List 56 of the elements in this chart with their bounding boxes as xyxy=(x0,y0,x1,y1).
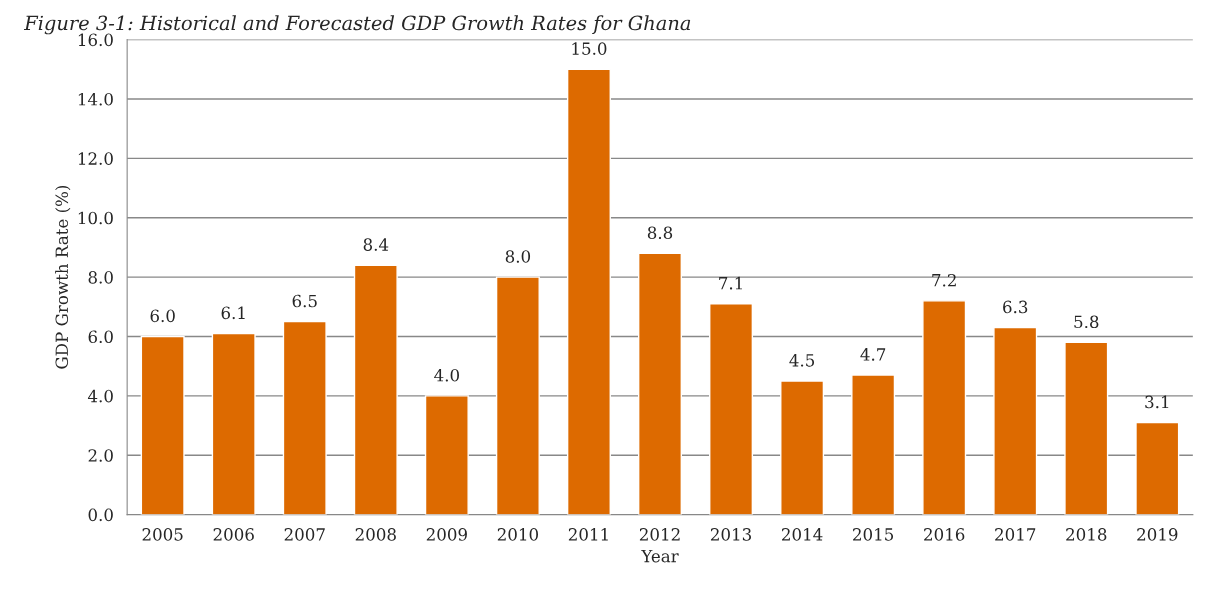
bar xyxy=(1135,421,1180,515)
data-label: 3.1 xyxy=(1145,395,1169,409)
x-tick-label: 2014 xyxy=(782,528,823,541)
bar xyxy=(211,332,256,515)
bar xyxy=(495,276,540,515)
x-axis-title: Year xyxy=(641,550,679,563)
bar xyxy=(282,320,327,515)
x-tick-label: 2008 xyxy=(355,528,396,541)
y-tick-label: 12.0 xyxy=(78,152,113,165)
bar xyxy=(922,300,967,515)
data-label: 4.7 xyxy=(860,348,886,361)
data-label: 15.0 xyxy=(572,42,607,55)
y-tick-label: 6.0 xyxy=(88,330,113,344)
data-label: 6.3 xyxy=(1003,300,1028,314)
data-label: 5.8 xyxy=(1074,315,1099,329)
data-label: 7.1 xyxy=(719,276,742,290)
data-label: 6.5 xyxy=(292,294,317,308)
bar xyxy=(709,303,754,515)
x-tick-label: 2009 xyxy=(426,528,467,541)
data-label: 8.8 xyxy=(647,226,673,239)
y-tick-label: 0.0 xyxy=(88,508,113,522)
bar xyxy=(140,335,185,515)
x-tick-label: 2005 xyxy=(142,528,183,541)
x-tick-label: 2012 xyxy=(639,528,680,541)
data-label: 7.2 xyxy=(932,273,956,287)
data-label: 4.5 xyxy=(789,354,815,367)
x-tick-label: 2011 xyxy=(568,528,608,541)
bar xyxy=(566,68,611,515)
y-tick-label: 4.0 xyxy=(87,389,113,403)
bar xyxy=(993,326,1038,515)
data-label: 4.0 xyxy=(434,368,460,382)
bar xyxy=(424,395,469,515)
x-tick-label: 2018 xyxy=(1066,528,1107,541)
x-tick-label: 2019 xyxy=(1137,528,1178,541)
y-tick-label: 2.0 xyxy=(88,449,113,462)
x-tick-label: 2007 xyxy=(284,528,325,541)
data-label: 6.1 xyxy=(221,306,245,320)
y-axis-title: GDP Growth Rate (%) xyxy=(55,185,71,369)
y-tick-label: 14.0 xyxy=(78,92,113,106)
x-tick-label: 2013 xyxy=(710,528,752,541)
data-label: 8.4 xyxy=(363,238,389,251)
bar xyxy=(1064,341,1109,515)
data-label: 8.0 xyxy=(505,250,531,263)
bar xyxy=(851,374,896,515)
bar xyxy=(637,252,683,515)
x-tick-label: 2006 xyxy=(213,528,254,541)
x-tick-label: 2010 xyxy=(497,528,538,541)
bar xyxy=(353,264,398,515)
y-tick-label: 16.0 xyxy=(78,33,113,47)
x-tick-label: 2016 xyxy=(924,528,965,541)
data-label: 6.0 xyxy=(150,309,175,323)
y-tick-label: 10.0 xyxy=(78,211,113,225)
y-tick-label: 8.0 xyxy=(88,271,113,284)
bar xyxy=(780,380,825,515)
x-tick-label: 2015 xyxy=(853,528,894,541)
x-tick-label: 2017 xyxy=(995,528,1036,541)
